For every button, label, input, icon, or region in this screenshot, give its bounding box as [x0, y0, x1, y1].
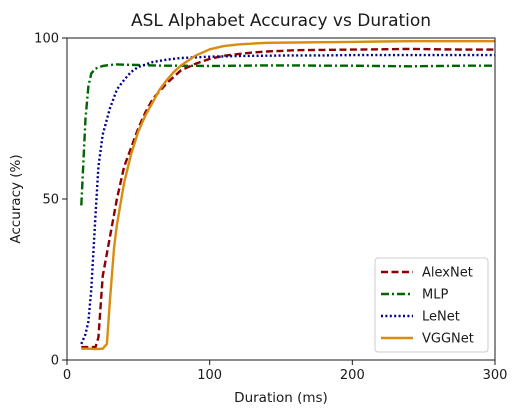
x-tick-label: 0 [63, 368, 71, 383]
legend-label-alexnet: AlexNet [422, 266, 473, 281]
y-tick-label: 0 [51, 354, 59, 369]
plot-lines [80, 40, 495, 351]
legend-label-vggnet: VGGNet [422, 332, 474, 347]
series-line-vggnet [81, 40, 495, 351]
legend-box [374, 257, 489, 353]
legend-label-mlp: MLP [422, 288, 448, 303]
y-axis-label: Accuracy (%) [8, 154, 24, 243]
x-axis-label-text: Duration [234, 390, 293, 406]
x-ticks: 0 100 200 300 [63, 360, 508, 383]
chart-title: ASL Alphabet Accuracy vs Duration [131, 11, 431, 31]
x-axis-label-unit: (ms) [297, 390, 328, 406]
series-line-alexnet [81, 47, 495, 349]
y-tick-label: 100 [34, 32, 59, 47]
x-tick-label: 300 [483, 368, 508, 383]
x-tick-label: 100 [197, 368, 222, 383]
x-axis-label: Duration (ms) [234, 390, 328, 406]
x-tick-label: 200 [340, 368, 365, 383]
series-line-mlp [80, 63, 495, 206]
legend: AlexNet MLP LeNet VGGNet [374, 257, 489, 353]
series-line-lenet [80, 53, 495, 345]
y-tick-label: 50 [42, 193, 59, 208]
y-ticks: 0 50 100 [34, 32, 67, 369]
legend-label-lenet: LeNet [422, 310, 460, 325]
